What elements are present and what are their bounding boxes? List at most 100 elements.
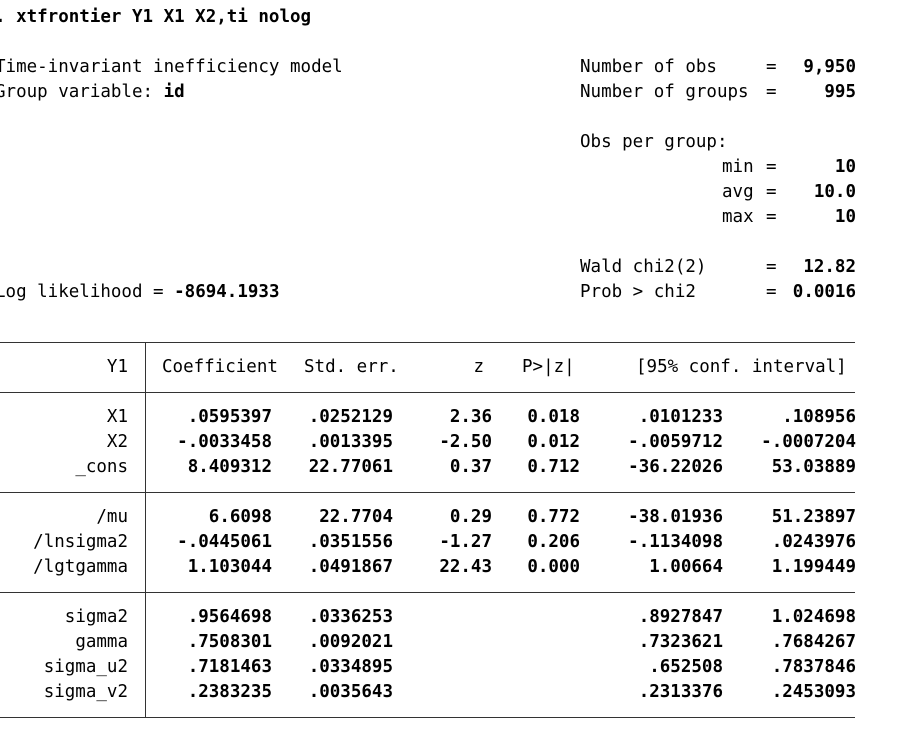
row-p-value: 0.206 bbox=[527, 532, 580, 552]
row-ci-upper: .0243976 bbox=[771, 532, 856, 552]
row-label: sigma_v2 bbox=[43, 682, 128, 702]
log-likelihood-label: Log likelihood = bbox=[0, 282, 175, 302]
row-z: 0.29 bbox=[449, 507, 492, 527]
row-label: gamma bbox=[75, 632, 128, 652]
row-ci-upper: .7837846 bbox=[771, 657, 856, 677]
group-variable-label: Group variable: bbox=[0, 82, 164, 102]
row-coefficient: .7181463 bbox=[187, 657, 272, 677]
row-ci-upper: 1.024698 bbox=[771, 607, 856, 627]
prob-value: 0.0016 bbox=[792, 282, 856, 302]
table-bottom-rule bbox=[0, 717, 855, 718]
row-p-value: 0.000 bbox=[527, 557, 580, 577]
row-ci-lower: -38.01936 bbox=[628, 507, 723, 527]
row-label: /lgtgamma bbox=[33, 557, 128, 577]
row-label: _cons bbox=[75, 457, 128, 477]
row-ci-lower: -.0059712 bbox=[628, 432, 723, 452]
row-std-err: .0252129 bbox=[308, 407, 393, 427]
row-label: sigma_u2 bbox=[43, 657, 128, 677]
table-column-divider bbox=[145, 342, 146, 717]
max-value: 10 bbox=[834, 207, 856, 227]
row-label: /mu bbox=[96, 507, 128, 527]
row-ci-lower: .652508 bbox=[649, 657, 723, 677]
nobs-eq: = bbox=[766, 57, 777, 77]
row-std-err: .0351556 bbox=[308, 532, 393, 552]
wald-label: Wald chi2(2) bbox=[580, 257, 707, 277]
min-eq: = bbox=[766, 157, 777, 177]
row-std-err: .0491867 bbox=[308, 557, 393, 577]
row-ci-lower: .8927847 bbox=[638, 607, 723, 627]
row-ci-upper: .108956 bbox=[782, 407, 856, 427]
row-std-err: .0035643 bbox=[308, 682, 393, 702]
row-std-err: .0336253 bbox=[308, 607, 393, 627]
col-header-coefficient: Coefficient bbox=[162, 357, 278, 377]
prob-label: Prob > chi2 bbox=[580, 282, 696, 302]
group-variable-line: Group variable: id bbox=[0, 80, 185, 105]
row-z: 22.43 bbox=[439, 557, 492, 577]
model-title: Time-invariant inefficiency model bbox=[0, 57, 343, 77]
row-std-err: .0092021 bbox=[308, 632, 393, 652]
col-header-p: P>|z| bbox=[522, 357, 575, 377]
section-rule-2 bbox=[0, 592, 855, 593]
row-label: X1 bbox=[106, 407, 128, 427]
nobs-value: 9,950 bbox=[803, 57, 856, 77]
row-std-err: .0334895 bbox=[308, 657, 393, 677]
wald-eq: = bbox=[766, 257, 777, 277]
ngroups-value: 995 bbox=[824, 82, 856, 102]
row-ci-upper: .7684267 bbox=[771, 632, 856, 652]
row-z: -2.50 bbox=[439, 432, 492, 452]
section-rule-1 bbox=[0, 492, 855, 493]
obs-per-group-label: Obs per group: bbox=[580, 132, 728, 152]
row-ci-lower: -36.22026 bbox=[628, 457, 723, 477]
row-coefficient: .9564698 bbox=[187, 607, 272, 627]
prob-eq: = bbox=[766, 282, 777, 302]
table-top-rule bbox=[0, 342, 855, 343]
row-coefficient: 1.103044 bbox=[187, 557, 272, 577]
row-p-value: 0.772 bbox=[527, 507, 580, 527]
row-ci-lower: -.1134098 bbox=[628, 532, 723, 552]
col-header-z: z bbox=[473, 357, 484, 377]
row-coefficient: 8.409312 bbox=[187, 457, 272, 477]
row-ci-upper: -.0007204 bbox=[761, 432, 856, 452]
row-p-value: 0.712 bbox=[527, 457, 580, 477]
ngroups-label: Number of groups bbox=[580, 82, 749, 102]
row-ci-upper: 51.23897 bbox=[771, 507, 856, 527]
avg-label: avg bbox=[722, 182, 754, 202]
log-likelihood-value: -8694.1933 bbox=[174, 282, 280, 302]
nobs-label: Number of obs bbox=[580, 57, 717, 77]
row-ci-upper: 1.199449 bbox=[771, 557, 856, 577]
row-z: 0.37 bbox=[449, 457, 492, 477]
row-p-value: 0.012 bbox=[527, 432, 580, 452]
col-header-conf-interval: [95% conf. interval] bbox=[636, 357, 847, 377]
row-coefficient: -.0033458 bbox=[177, 432, 272, 452]
avg-eq: = bbox=[766, 182, 777, 202]
ngroups-eq: = bbox=[766, 82, 777, 102]
row-ci-lower: .7323621 bbox=[638, 632, 723, 652]
min-value: 10 bbox=[834, 157, 856, 177]
wald-value: 12.82 bbox=[803, 257, 856, 277]
row-p-value: 0.018 bbox=[527, 407, 580, 427]
command-line: . xtfrontier Y1 X1 X2,ti nolog bbox=[0, 7, 312, 27]
row-z: 2.36 bbox=[449, 407, 492, 427]
row-label: sigma2 bbox=[64, 607, 128, 627]
row-ci-lower: .2313376 bbox=[638, 682, 723, 702]
col-header-std-err: Std. err. bbox=[304, 357, 399, 377]
row-ci-upper: .2453093 bbox=[771, 682, 856, 702]
row-z: -1.27 bbox=[439, 532, 492, 552]
row-coefficient: -.0445061 bbox=[177, 532, 272, 552]
group-variable-value: id bbox=[163, 82, 185, 102]
col-header-y1: Y1 bbox=[106, 357, 128, 377]
row-coefficient: .7508301 bbox=[187, 632, 272, 652]
max-eq: = bbox=[766, 207, 777, 227]
avg-value: 10.0 bbox=[813, 182, 856, 202]
log-likelihood-line: Log likelihood = -8694.1933 bbox=[0, 280, 279, 305]
row-std-err: 22.77061 bbox=[308, 457, 393, 477]
row-ci-lower: .0101233 bbox=[638, 407, 723, 427]
row-label: /lnsigma2 bbox=[33, 532, 128, 552]
row-ci-lower: 1.00664 bbox=[649, 557, 723, 577]
min-label: min bbox=[722, 157, 754, 177]
max-label: max bbox=[722, 207, 754, 227]
row-ci-upper: 53.03889 bbox=[771, 457, 856, 477]
row-coefficient: .0595397 bbox=[187, 407, 272, 427]
header-rule bbox=[0, 392, 855, 393]
row-coefficient: .2383235 bbox=[187, 682, 272, 702]
